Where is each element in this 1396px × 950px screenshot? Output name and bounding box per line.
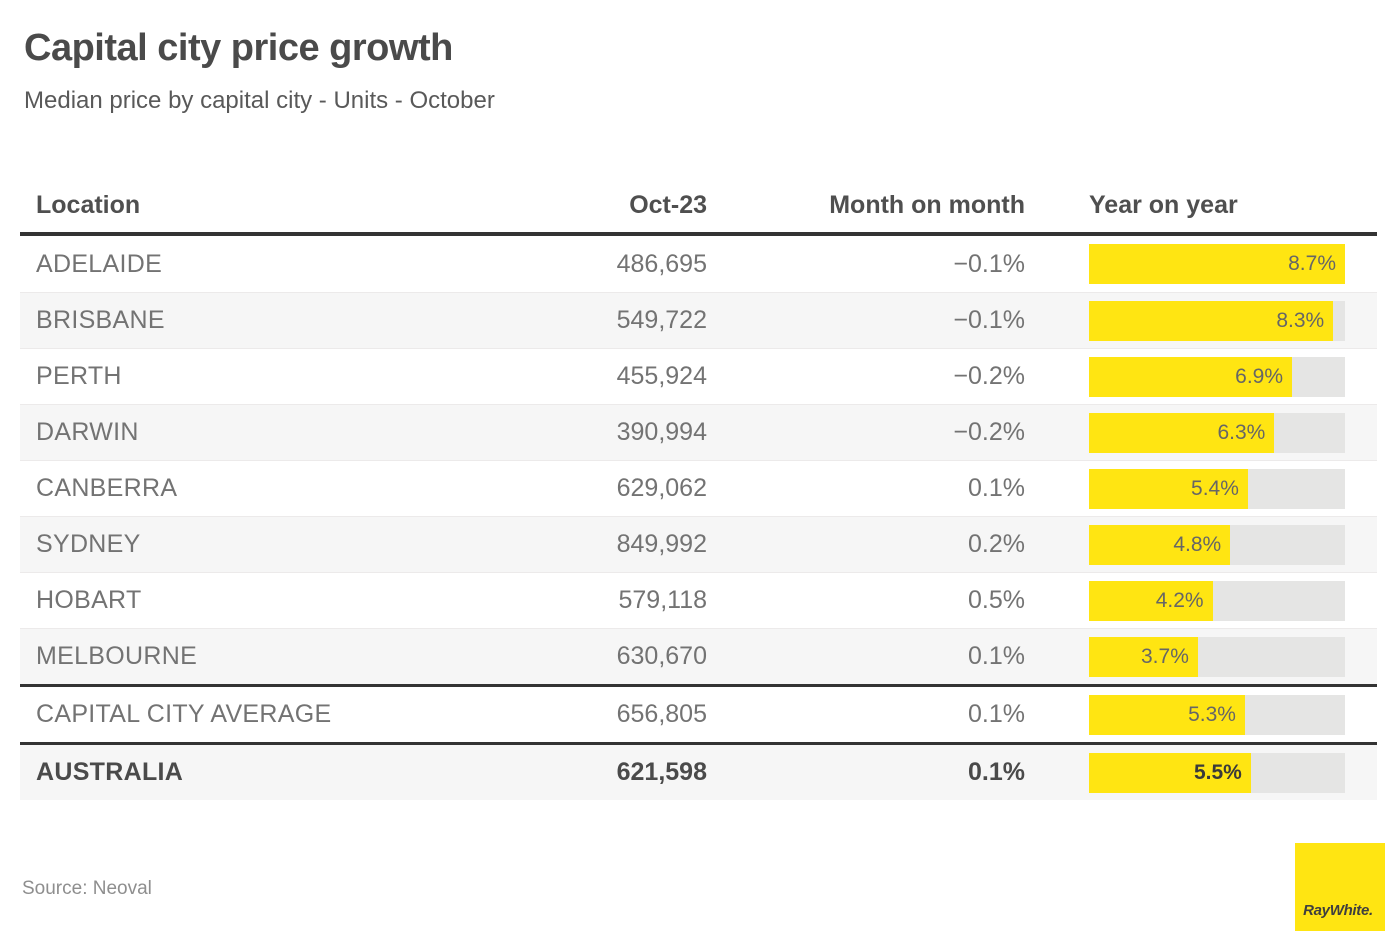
year-on-year-cell: 5.5%	[1025, 752, 1377, 793]
table-body: ADELAIDE 486,695 −0.1% 8.7% BRISBANE 549,722 −…	[20, 236, 1377, 800]
yoy-bar-track: 5.4%	[1089, 468, 1345, 509]
yoy-bar-track: 8.7%	[1089, 244, 1345, 284]
yoy-bar-label: 6.9%	[1235, 364, 1284, 388]
oct23-value-cell: 629,062	[616, 474, 707, 502]
yoy-bar-label: 8.7%	[1288, 252, 1336, 275]
column-header-oct23: Oct-23	[629, 190, 707, 219]
table-row: CANBERRA 629,062 0.1% 5.4%	[20, 460, 1377, 516]
yoy-bar-track: 4.8%	[1089, 524, 1345, 565]
yoy-bar: 5.3%	[1089, 694, 1245, 735]
oct23-value-cell: 486,695	[616, 249, 707, 278]
month-on-month-cell: 0.1%	[968, 474, 1025, 502]
table-header-row: Location Oct-23 Month on month Year on y…	[20, 178, 1377, 236]
year-on-year-cell: 8.3%	[1025, 300, 1377, 341]
yoy-bar-label: 8.3%	[1276, 308, 1325, 332]
oct23-value-cell: 630,670	[616, 642, 707, 670]
oct23-value-cell: 621,598	[616, 758, 707, 786]
oct23-value-cell: 849,992	[616, 530, 707, 558]
location-cell: MELBOURNE	[36, 642, 198, 670]
table-row: SYDNEY 849,992 0.2% 4.8%	[20, 516, 1377, 572]
month-on-month-cell: 0.2%	[968, 530, 1025, 558]
location-cell: SYDNEY	[36, 530, 141, 558]
yoy-bar: 8.7%	[1089, 244, 1345, 284]
yoy-bar: 4.2%	[1089, 580, 1213, 621]
source-attribution: Source: Neoval	[22, 878, 152, 899]
month-on-month-cell: 0.1%	[968, 700, 1025, 728]
yoy-bar-label: 4.8%	[1173, 532, 1222, 556]
yoy-bar-track: 6.9%	[1089, 356, 1345, 397]
column-header-year-on-year: Year on year	[1089, 190, 1238, 219]
raywhite-logo-text: RayWhite.	[1303, 902, 1373, 919]
year-on-year-cell: 6.9%	[1025, 356, 1377, 397]
year-on-year-cell: 5.4%	[1025, 468, 1377, 509]
price-growth-table: Location Oct-23 Month on month Year on y…	[20, 178, 1377, 800]
year-on-year-cell: 3.7%	[1025, 636, 1377, 677]
oct23-value-cell: 579,118	[618, 586, 707, 614]
table-row: BRISBANE 549,722 −0.1% 8.3%	[20, 292, 1377, 348]
month-on-month-cell: 0.1%	[968, 642, 1025, 670]
year-on-year-cell: 4.8%	[1025, 524, 1377, 565]
yoy-bar-track: 6.3%	[1089, 412, 1345, 453]
month-on-month-cell: −0.1%	[953, 306, 1025, 334]
yoy-bar: 6.3%	[1089, 412, 1275, 453]
yoy-bar: 8.3%	[1089, 300, 1334, 341]
yoy-bar: 4.8%	[1089, 524, 1231, 565]
location-cell: AUSTRALIA	[36, 758, 184, 786]
oct23-value-cell: 656,805	[616, 700, 707, 728]
yoy-bar-track: 4.2%	[1089, 580, 1345, 621]
month-on-month-cell: −0.2%	[953, 362, 1025, 390]
table-row: PERTH 455,924 −0.2% 6.9%	[20, 348, 1377, 404]
table-row: CAPITAL CITY AVERAGE 656,805 0.1% 5.3%	[20, 684, 1377, 742]
table-row: ADELAIDE 486,695 −0.1% 8.7%	[20, 236, 1377, 292]
yoy-bar-label: 6.3%	[1217, 420, 1266, 444]
yoy-bar-track: 5.3%	[1089, 694, 1345, 735]
table-row: HOBART 579,118 0.5% 4.2%	[20, 572, 1377, 628]
yoy-bar-label: 5.5%	[1193, 760, 1242, 784]
column-header-month-on-month: Month on month	[829, 190, 1025, 219]
month-on-month-cell: 0.5%	[968, 586, 1025, 614]
yoy-bar-label: 4.2%	[1155, 588, 1204, 612]
location-cell: ADELAIDE	[36, 249, 163, 278]
table-row: AUSTRALIA 621,598 0.1% 5.5%	[20, 742, 1377, 800]
page-subtitle: Median price by capital city - Units - O…	[24, 87, 495, 114]
year-on-year-cell: 6.3%	[1025, 412, 1377, 453]
yoy-bar: 5.4%	[1089, 468, 1248, 509]
month-on-month-cell: 0.1%	[968, 758, 1025, 786]
year-on-year-cell: 5.3%	[1025, 694, 1377, 735]
location-cell: HOBART	[36, 586, 142, 614]
page-title: Capital city price growth	[24, 27, 453, 69]
yoy-bar: 6.9%	[1089, 356, 1293, 397]
yoy-bar: 5.5%	[1089, 752, 1251, 793]
year-on-year-cell: 4.2%	[1025, 580, 1377, 621]
yoy-bar-label: 5.3%	[1188, 702, 1236, 726]
month-on-month-cell: −0.1%	[953, 249, 1025, 278]
location-cell: BRISBANE	[36, 306, 165, 334]
location-cell: CAPITAL CITY AVERAGE	[36, 700, 332, 728]
yoy-bar: 3.7%	[1089, 636, 1198, 677]
oct23-value-cell: 455,924	[616, 362, 707, 390]
column-header-location: Location	[36, 190, 141, 219]
location-cell: CANBERRA	[36, 474, 178, 502]
yoy-bar-track: 8.3%	[1089, 300, 1345, 341]
location-cell: DARWIN	[36, 418, 139, 446]
year-on-year-cell: 8.7%	[1025, 244, 1377, 284]
table-row: MELBOURNE 630,670 0.1% 3.7%	[20, 628, 1377, 684]
location-cell: PERTH	[36, 362, 122, 390]
oct23-value-cell: 390,994	[616, 418, 707, 446]
yoy-bar-label: 3.7%	[1141, 644, 1189, 668]
month-on-month-cell: −0.2%	[953, 418, 1025, 446]
yoy-bar-track: 5.5%	[1089, 752, 1345, 793]
table-row: DARWIN 390,994 −0.2% 6.3%	[20, 404, 1377, 460]
yoy-bar-label: 5.4%	[1191, 476, 1239, 500]
yoy-bar-track: 3.7%	[1089, 636, 1345, 677]
oct23-value-cell: 549,722	[616, 306, 707, 334]
raywhite-logo: RayWhite.	[1295, 843, 1385, 931]
